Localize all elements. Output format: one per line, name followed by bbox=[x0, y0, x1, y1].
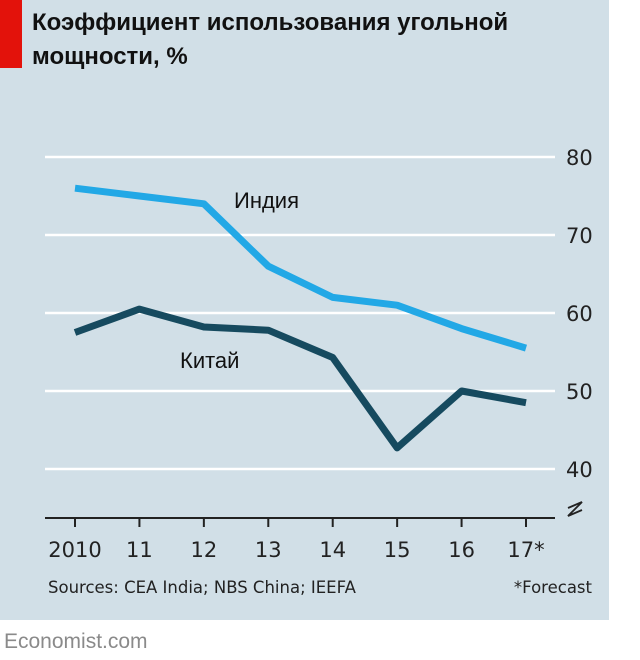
series-label: Китай bbox=[180, 348, 239, 373]
y-tick-labels: 80 70 60 50 40 bbox=[566, 146, 593, 482]
x-tick-label: 17* bbox=[507, 538, 544, 562]
x-tick-labels: 2010 11 12 13 14 15 16 17* bbox=[48, 538, 544, 562]
chart-title: Коэффициент использования угольной мощно… bbox=[32, 9, 509, 70]
x-tick-label: 2010 bbox=[48, 538, 101, 562]
brand-logo-text: Economist.com bbox=[4, 630, 148, 653]
series-lines bbox=[73, 184, 528, 452]
series-label: Индия bbox=[234, 188, 299, 213]
y-tick-label: 60 bbox=[566, 302, 593, 326]
x-tick-label: 15 bbox=[384, 538, 411, 562]
y-tick-label: 80 bbox=[566, 146, 593, 170]
y-tick-label: 70 bbox=[566, 224, 593, 248]
axis-break-mark bbox=[567, 501, 583, 517]
x-axis bbox=[45, 517, 555, 527]
x-tick-label: 16 bbox=[448, 538, 475, 562]
series-line bbox=[74, 184, 528, 352]
y-tick-label: 40 bbox=[566, 458, 593, 482]
y-tick-label: 50 bbox=[566, 380, 593, 404]
source-note: Sources: CEA India; NBS China; IEEFA bbox=[48, 578, 356, 597]
forecast-note: *Forecast bbox=[513, 578, 592, 597]
x-tick-label: 12 bbox=[190, 538, 217, 562]
x-tick-label: 11 bbox=[126, 538, 153, 562]
x-tick-label: 13 bbox=[255, 538, 282, 562]
series-line bbox=[73, 305, 527, 452]
series-labels: Индия Китай bbox=[180, 188, 299, 373]
axis-break-icon bbox=[567, 501, 583, 517]
chart-panel bbox=[0, 0, 609, 620]
brand-accent-bar bbox=[0, 0, 22, 68]
x-tick-label: 14 bbox=[319, 538, 346, 562]
